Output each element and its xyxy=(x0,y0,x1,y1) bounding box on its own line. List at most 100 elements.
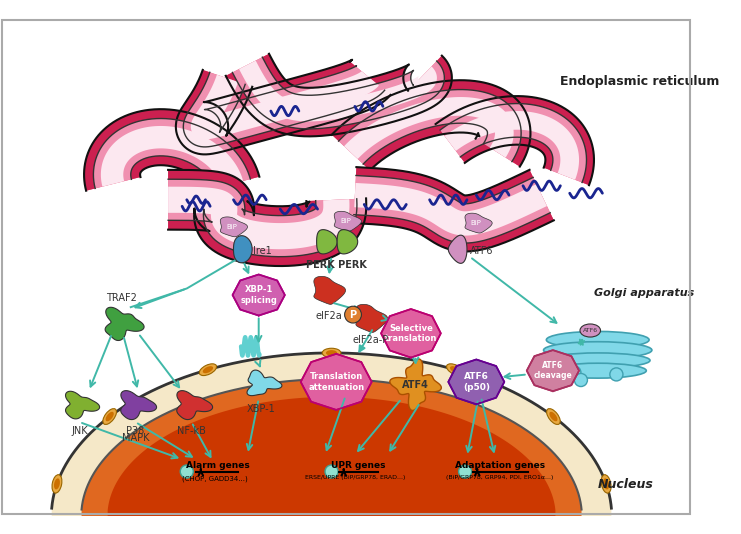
Text: Alarm genes: Alarm genes xyxy=(186,461,250,470)
Polygon shape xyxy=(226,56,452,136)
Text: P38: P38 xyxy=(126,426,144,436)
Polygon shape xyxy=(436,96,594,185)
Polygon shape xyxy=(354,183,547,235)
Ellipse shape xyxy=(547,409,560,425)
Polygon shape xyxy=(183,66,385,147)
Text: Golgi apparatus: Golgi apparatus xyxy=(594,288,694,298)
Polygon shape xyxy=(390,359,442,411)
Polygon shape xyxy=(314,277,345,304)
Ellipse shape xyxy=(103,409,116,425)
Polygon shape xyxy=(82,379,582,516)
Polygon shape xyxy=(332,80,531,167)
Polygon shape xyxy=(440,104,587,183)
Polygon shape xyxy=(344,97,514,159)
Polygon shape xyxy=(226,54,452,136)
Polygon shape xyxy=(445,111,579,180)
Text: ATF4: ATF4 xyxy=(402,380,429,390)
Polygon shape xyxy=(436,96,594,185)
Polygon shape xyxy=(177,391,213,420)
Polygon shape xyxy=(220,217,247,237)
Polygon shape xyxy=(465,213,492,233)
Ellipse shape xyxy=(326,350,337,356)
Text: eIF2a: eIF2a xyxy=(316,311,342,321)
Polygon shape xyxy=(332,80,531,170)
Text: MAPK: MAPK xyxy=(122,433,149,443)
Text: (CHOP, GADD34...): (CHOP, GADD34...) xyxy=(182,475,247,482)
Polygon shape xyxy=(448,359,505,404)
Polygon shape xyxy=(353,213,554,252)
Ellipse shape xyxy=(601,475,611,493)
Circle shape xyxy=(345,306,362,323)
Text: BiP: BiP xyxy=(471,220,482,226)
Text: Selective
translation: Selective translation xyxy=(385,324,437,343)
Circle shape xyxy=(180,465,193,478)
Polygon shape xyxy=(168,170,316,216)
Polygon shape xyxy=(233,57,445,129)
Text: Translation
attenuation: Translation attenuation xyxy=(308,372,365,391)
Text: Ire1: Ire1 xyxy=(253,246,272,256)
Polygon shape xyxy=(168,179,357,257)
Text: BiP: BiP xyxy=(226,224,237,230)
Polygon shape xyxy=(101,126,243,187)
Polygon shape xyxy=(233,235,252,263)
Text: (BiP/GRP78, GRP94, PDI, ERO1α...): (BiP/GRP78, GRP94, PDI, ERO1α...) xyxy=(446,475,554,480)
Polygon shape xyxy=(316,230,337,254)
Polygon shape xyxy=(130,156,214,191)
Polygon shape xyxy=(363,123,488,170)
Circle shape xyxy=(574,373,588,387)
Ellipse shape xyxy=(447,364,464,375)
Polygon shape xyxy=(93,119,250,189)
Ellipse shape xyxy=(199,364,216,375)
Polygon shape xyxy=(353,167,554,252)
Polygon shape xyxy=(168,170,366,266)
Polygon shape xyxy=(247,370,282,396)
Ellipse shape xyxy=(106,412,114,421)
Polygon shape xyxy=(105,307,144,341)
Text: ATF6: ATF6 xyxy=(470,246,494,256)
Text: eIF2a-P: eIF2a-P xyxy=(353,335,389,345)
Polygon shape xyxy=(262,54,413,95)
Polygon shape xyxy=(356,304,388,332)
Ellipse shape xyxy=(322,348,341,358)
Polygon shape xyxy=(301,354,372,410)
Text: ERSE/UPRE (BiP/GRP78, ERAD...): ERSE/UPRE (BiP/GRP78, ERAD...) xyxy=(305,475,405,480)
Circle shape xyxy=(610,368,623,381)
Polygon shape xyxy=(176,70,391,154)
Text: TRAF2: TRAF2 xyxy=(106,293,137,303)
Polygon shape xyxy=(176,60,391,154)
Polygon shape xyxy=(527,350,579,391)
Text: JNK: JNK xyxy=(71,426,87,436)
Ellipse shape xyxy=(54,478,60,489)
Text: Endoplasmic reticulum: Endoplasmic reticulum xyxy=(560,75,720,88)
Polygon shape xyxy=(337,230,358,254)
Polygon shape xyxy=(204,60,356,136)
Polygon shape xyxy=(84,109,259,191)
Text: XBP-1
splicing: XBP-1 splicing xyxy=(240,285,277,305)
Polygon shape xyxy=(168,187,350,249)
Polygon shape xyxy=(121,391,156,420)
Text: ATF6: ATF6 xyxy=(582,328,598,333)
Text: NF-kB: NF-kB xyxy=(177,426,206,436)
Polygon shape xyxy=(239,60,437,121)
Ellipse shape xyxy=(546,332,649,348)
Polygon shape xyxy=(233,274,285,316)
Ellipse shape xyxy=(603,478,609,489)
Ellipse shape xyxy=(545,353,650,368)
Polygon shape xyxy=(356,167,534,204)
Text: UPR genes: UPR genes xyxy=(331,461,386,470)
Ellipse shape xyxy=(203,366,213,373)
Polygon shape xyxy=(190,71,379,139)
Text: PERK PERK: PERK PERK xyxy=(306,261,367,270)
Text: Nucleus: Nucleus xyxy=(598,478,654,491)
Ellipse shape xyxy=(580,324,600,337)
Polygon shape xyxy=(107,397,556,516)
Text: ATF6
(p50): ATF6 (p50) xyxy=(463,372,490,391)
Text: Adaptation genes: Adaptation genes xyxy=(454,461,545,470)
Polygon shape xyxy=(448,235,467,263)
Polygon shape xyxy=(460,137,553,170)
Polygon shape xyxy=(52,353,611,516)
Polygon shape xyxy=(65,391,99,419)
Text: P: P xyxy=(350,310,356,320)
Ellipse shape xyxy=(544,342,652,358)
Polygon shape xyxy=(339,90,521,164)
